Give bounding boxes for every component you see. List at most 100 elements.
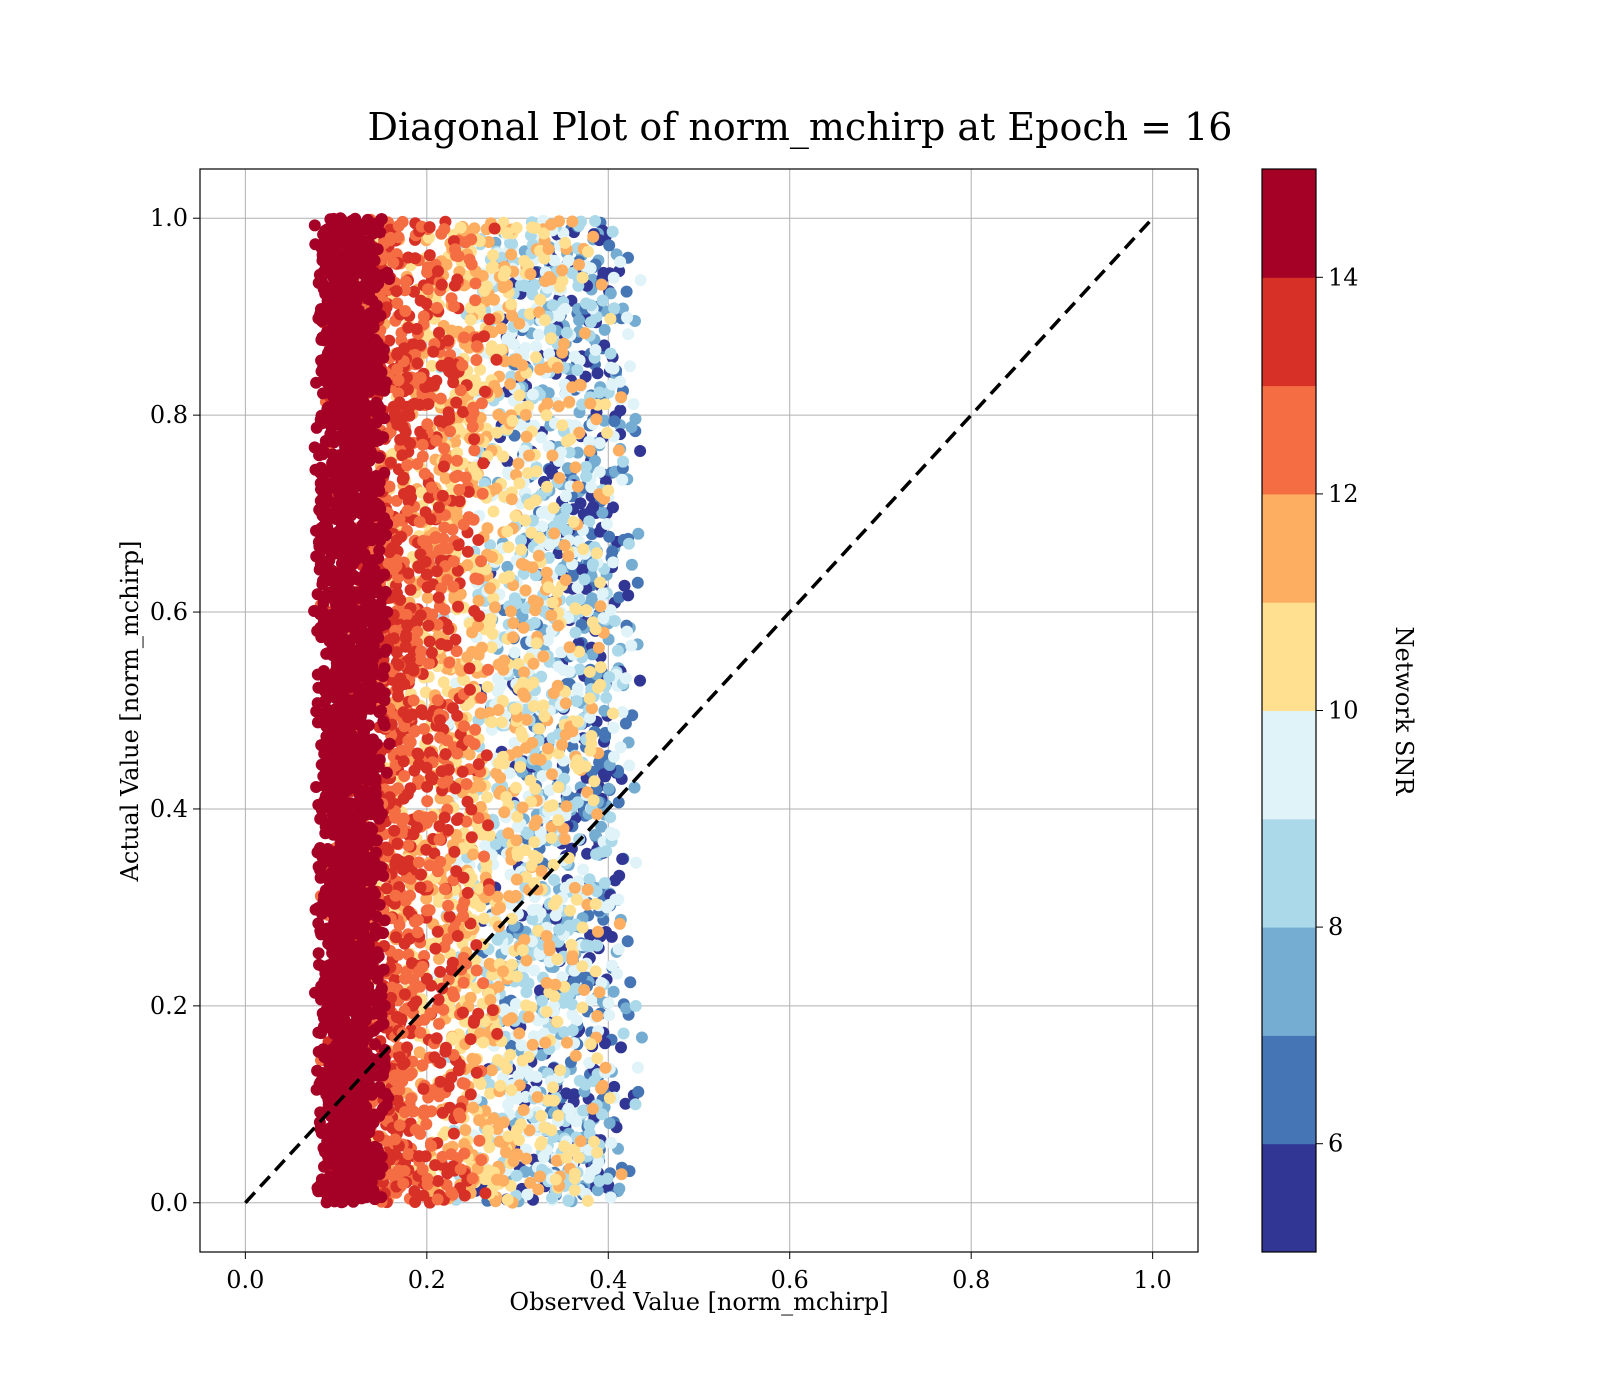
- scatter-point: [526, 1038, 539, 1051]
- scatter-point: [468, 444, 481, 457]
- scatter-point: [573, 426, 586, 439]
- scatter-point: [491, 685, 504, 698]
- scatter-point: [589, 898, 602, 910]
- scatter-point: [531, 1091, 544, 1104]
- scatter-point: [459, 471, 472, 484]
- scatter-point: [587, 794, 600, 807]
- scatter-point: [523, 498, 536, 511]
- scatter-point: [465, 258, 478, 271]
- scatter-point: [439, 472, 452, 485]
- scatter-point: [546, 768, 558, 781]
- scatter-point: [520, 870, 533, 883]
- scatter-point: [435, 543, 447, 556]
- scatter-point: [528, 616, 541, 629]
- scatter-point: [559, 697, 572, 710]
- scatter-point: [597, 612, 610, 625]
- scatter-point: [432, 501, 445, 514]
- scatter-point: [602, 997, 615, 1010]
- scatter-point: [553, 472, 566, 484]
- scatter-point: [385, 1168, 397, 1181]
- scatter-point: [540, 930, 553, 942]
- scatter-point: [524, 307, 536, 320]
- scatter-point: [586, 1102, 599, 1115]
- scatter-point: [528, 279, 541, 291]
- scatter-point: [486, 968, 499, 981]
- scatter-point: [383, 546, 396, 559]
- scatter-point: [576, 271, 589, 284]
- scatter-point: [421, 732, 434, 745]
- scatter-point: [434, 714, 446, 727]
- scatter-point: [517, 687, 529, 700]
- scatter-point: [536, 700, 549, 713]
- scatter-point: [537, 227, 550, 240]
- scatter-point: [414, 1026, 427, 1039]
- scatter-point: [603, 899, 615, 911]
- scatter-point: [583, 665, 596, 678]
- scatter-point: [590, 413, 603, 426]
- scatter-point: [551, 585, 564, 598]
- scatter-point: [444, 425, 456, 438]
- scatter-point: [558, 511, 571, 524]
- scatter-point: [607, 721, 620, 734]
- scatter-point: [408, 915, 421, 928]
- scatter-point: [458, 331, 471, 344]
- scatter-point: [476, 487, 489, 500]
- scatter-point: [417, 310, 430, 323]
- scatter-point: [621, 311, 633, 324]
- scatter-point: [576, 563, 589, 576]
- scatter-point: [396, 863, 409, 876]
- scatter-point: [472, 812, 485, 824]
- scatter-point: [594, 600, 607, 613]
- scatter-point: [603, 671, 616, 683]
- scatter-point: [421, 780, 434, 793]
- scatter-point: [394, 593, 407, 606]
- scatter-point: [420, 537, 433, 550]
- scatter-point: [438, 883, 451, 895]
- scatter-point: [427, 345, 440, 358]
- scatter-point: [487, 505, 500, 518]
- scatter-point: [401, 459, 414, 472]
- scatter-point: [485, 340, 498, 353]
- scatter-point: [585, 994, 598, 1007]
- scatter-point: [536, 770, 549, 782]
- scatter-point: [402, 567, 415, 580]
- scatter-point: [545, 332, 558, 345]
- scatter-point: [423, 221, 436, 234]
- scatter-point: [416, 1059, 429, 1072]
- scatter-point: [617, 1027, 630, 1040]
- scatter-point: [490, 353, 503, 366]
- scatter-point: [515, 534, 527, 547]
- scatter-point: [608, 415, 621, 428]
- scatter-point: [513, 1134, 525, 1146]
- scatter-point: [419, 686, 432, 699]
- scatter-point: [475, 555, 487, 568]
- scatter-point: [520, 999, 533, 1012]
- scatter-point: [497, 965, 509, 978]
- scatter-point: [430, 1032, 443, 1045]
- scatter-point: [553, 923, 566, 936]
- scatter-point: [589, 965, 602, 978]
- scatter-point: [513, 389, 526, 402]
- scatter-point: [485, 1064, 498, 1077]
- scatter-point: [569, 626, 582, 639]
- scatter-point: [414, 609, 427, 622]
- scatter-point: [492, 408, 505, 421]
- scatter-point: [607, 556, 620, 569]
- scatter-point: [478, 912, 490, 925]
- scatter-point: [446, 1031, 459, 1044]
- scatter-point: [503, 767, 516, 780]
- scatter-point: [470, 354, 483, 366]
- scatter-point: [516, 730, 529, 743]
- scatter-point: [484, 582, 496, 595]
- scatter-point: [408, 1185, 421, 1198]
- scatter-point: [616, 706, 629, 718]
- scatter-point: [523, 1124, 536, 1137]
- scatter-point: [392, 387, 405, 400]
- scatter-point: [391, 297, 404, 310]
- scatter-point: [607, 985, 620, 998]
- scatter-point: [551, 1015, 564, 1028]
- scatter-point: [511, 820, 524, 833]
- scatter-point: [435, 278, 448, 291]
- scatter-point: [568, 1167, 581, 1180]
- scatter-point: [481, 280, 493, 293]
